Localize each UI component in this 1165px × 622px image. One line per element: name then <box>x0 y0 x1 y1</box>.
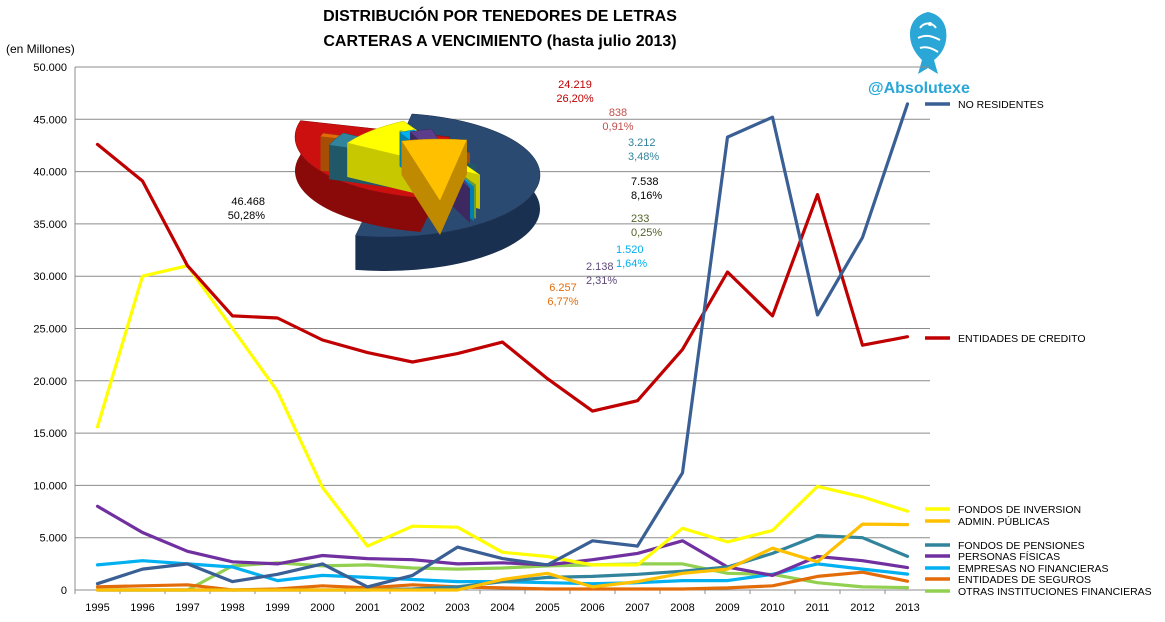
pie-percent-label: 50,28% <box>228 210 266 222</box>
x-tick-label: 2002 <box>400 602 424 614</box>
x-tick-label: 2004 <box>490 602 514 614</box>
legend-label: ENTIDADES DE CREDITO <box>958 333 1086 345</box>
x-tick-label: 2008 <box>670 602 694 614</box>
pie-percent-label: 0,25% <box>631 227 662 239</box>
series-line-no-residentes <box>95 102 910 589</box>
pie-value-label: 3.212 <box>628 137 656 149</box>
x-tick-label: 2001 <box>355 602 379 614</box>
x-tick-label: 2011 <box>806 602 830 614</box>
pie-value-label: 6.257 <box>549 282 577 294</box>
pie-value-label: 24.219 <box>558 79 592 91</box>
pie-percent-label: 3,48% <box>628 151 659 163</box>
pie-percent-label: 0,91% <box>602 121 633 133</box>
x-tick-label: 2000 <box>310 602 334 614</box>
legend-label: ADMIN. PÚBLICAS <box>958 515 1050 528</box>
y-tick-label: 40.000 <box>33 167 67 179</box>
chart-title: DISTRIBUCIÓN POR TENEDORES DE LETRAS <box>323 8 677 25</box>
series-line-personas-f-sicas <box>95 504 910 578</box>
x-tick-label: 2009 <box>715 602 739 614</box>
y-tick-label: 15.000 <box>33 428 67 440</box>
pie-percent-label: 6,77% <box>547 296 578 308</box>
pie-chart-3d: 46.468 50,28% 24.219 26,20% 838 0,91% 3.212 3,4… <box>228 79 663 308</box>
y-tick-label: 50.000 <box>33 62 67 74</box>
series-line-admin-p-blicas <box>95 522 910 592</box>
x-tick-label: 2003 <box>445 602 469 614</box>
legend-label: PERSONAS FÍSICAS <box>958 550 1060 563</box>
y-tick-label: 0 <box>61 585 67 597</box>
x-tick-label: 1995 <box>85 602 109 614</box>
x-tick-label: 1999 <box>265 602 289 614</box>
chart-subtitle: CARTERAS A VENCIMIENTO (hasta julio 2013… <box>323 33 677 50</box>
legend-label: OTRAS INSTITUCIONES FINANCIERAS <box>958 586 1152 598</box>
pie-value-label: 233 <box>631 213 649 225</box>
y-tick-label: 45.000 <box>33 114 67 126</box>
series-line-fondos-de-inversion <box>95 264 910 567</box>
series-line-entidades-de-credito <box>95 142 910 413</box>
x-tick-label: 1998 <box>220 602 244 614</box>
pie-percent-label: 26,20% <box>556 93 594 105</box>
pie-value-label: 1.520 <box>616 244 644 256</box>
x-tick-label: 2007 <box>625 602 649 614</box>
legend-label: EMPRESAS NO FINANCIERAS <box>958 563 1109 575</box>
watermark-text: @Absolutexe <box>868 80 970 97</box>
pie-slice <box>401 138 468 235</box>
legend-label: ENTIDADES DE SEGUROS <box>958 574 1091 586</box>
y-axis-unit-label: (en Millones) <box>6 42 75 56</box>
x-tick-label: 2006 <box>580 602 604 614</box>
y-tick-label: 20.000 <box>33 376 67 388</box>
x-tick-label: 1997 <box>175 602 199 614</box>
pie-value-label: 838 <box>609 107 627 119</box>
y-tick-label: 30.000 <box>33 271 67 283</box>
legend-label: FONDOS DE PENSIONES <box>958 540 1085 552</box>
series-lines <box>95 102 910 592</box>
pie-percent-label: 1,64% <box>616 258 647 270</box>
y-tick-label: 25.000 <box>33 324 67 336</box>
x-tick-label: 2013 <box>895 602 919 614</box>
legend-label: NO RESIDENTES <box>958 99 1044 111</box>
x-tick-label: 2005 <box>535 602 559 614</box>
x-tick-label: 1996 <box>130 602 154 614</box>
legend-label: FONDOS DE INVERSION <box>958 504 1081 516</box>
y-tick-label: 5.000 <box>39 533 67 545</box>
pie-value-label: 7.538 <box>631 176 659 188</box>
legend: NO RESIDENTES ENTIDADES DE CREDITO FONDOS … <box>925 99 1152 598</box>
y-tick-label: 10.000 <box>33 480 67 492</box>
pie-value-label: 46.468 <box>231 196 265 208</box>
pie-percent-label: 2,31% <box>586 275 617 287</box>
pie-value-label: 2.138 <box>586 261 614 273</box>
x-tick-label: 2010 <box>760 602 784 614</box>
pie-percent-label: 8,16% <box>631 190 662 202</box>
griffin-logo-icon <box>910 12 947 74</box>
axes: 0 5.000 10.000 15.000 20.000 25.000 30.000 35.0… <box>33 62 919 614</box>
y-tick-label: 35.000 <box>33 219 67 231</box>
x-tick-label: 2012 <box>850 602 874 614</box>
